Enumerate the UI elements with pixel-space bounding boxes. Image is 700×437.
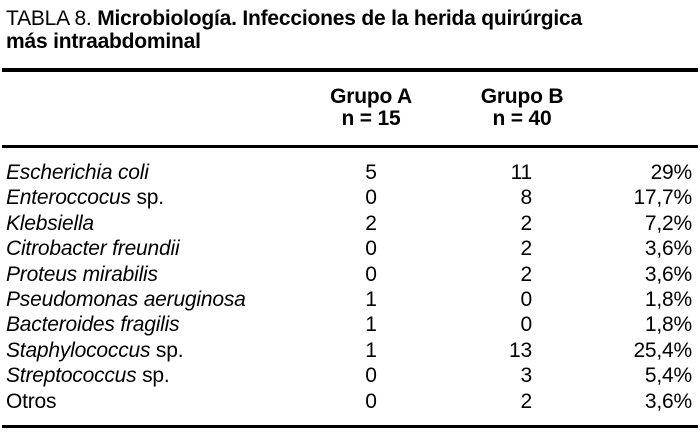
percentage-value: 3,6% [644,237,692,261]
bottom-rule [2,424,698,428]
organism-name: Pseudomonas aeruginosa [6,287,246,311]
grupo-b-value: 13 [509,338,532,362]
table-row: Citrobacter freundii 0 2 3,6% [0,236,700,261]
table-row: Streptococcus sp. 0 3 5,4% [0,363,700,388]
organism-name: Enteroccocus sp. [6,186,164,210]
header-rule [2,145,698,148]
organism-name: Staphylococcus sp. [6,338,184,362]
percentage-value: 5,4% [644,364,692,388]
table-row: Pseudomonas aeruginosa 1 0 1,8% [0,287,700,312]
header-grupo-b-label: Grupo B [480,85,564,108]
grupo-b-value: 0 [520,287,533,311]
percentage-value: 17,7% [633,186,692,210]
percentage-value: 1,8% [644,313,692,337]
percentage-value: 29% [650,161,693,184]
grupo-a-value: 2 [365,211,377,235]
grupo-a-value: 0 [365,237,377,261]
grupo-b-value: 2 [520,237,533,261]
organism-name: Proteus mirabilis [6,262,158,286]
percentage-value: 25,4% [633,338,692,362]
header-grupo-a: Grupo A n = 15 [330,86,412,130]
table-title-line2: más intraabdominal [6,30,201,53]
table-row: Otros 0 2 3,6% [0,389,700,414]
grupo-a-value: 0 [365,262,377,286]
table-row: Bacteroides fragilis 1 0 1,8% [0,312,700,337]
header-grupo-a-label: Grupo A [330,85,412,108]
header-grupo-a-n: n = 15 [341,107,401,130]
grupo-b-value: 3 [520,364,533,388]
percentage-value: 7,2% [644,211,692,235]
table-row: Escherichia coli 5 11 29% [0,160,700,185]
table-title-line1: TABLA 8. Microbiología. Infecciones de l… [6,7,692,30]
table-number-label: TABLA 8. [6,7,92,30]
table-row: Enteroccocus sp. 0 8 17,7% [0,185,700,210]
percentage-value: 3,6% [644,389,692,413]
grupo-a-value: 0 [365,186,377,210]
table-row: Staphylococcus sp. 1 13 25,4% [0,338,700,363]
header-grupo-b-n: n = 40 [492,107,552,130]
grupo-a-value: 0 [365,364,377,388]
grupo-b-value: 2 [520,262,533,286]
organism-name: Klebsiella [6,211,94,235]
organism-name: Bacteroides fragilis [6,313,180,337]
organism-name: Otros [6,389,57,413]
grupo-b-value: 11 [510,161,533,184]
grupo-a-value: 0 [365,389,377,413]
top-rule [2,68,698,72]
grupo-a-value: 1 [365,313,377,337]
table-title-text: Microbiología. Infecciones de la herida … [97,7,582,30]
column-headers: Grupo A n = 15 Grupo B n = 40 [0,72,700,145]
table-row: Proteus mirabilis 0 2 3,6% [0,262,700,287]
grupo-a-value: 5 [365,161,377,184]
header-grupo-b: Grupo B n = 40 [481,86,564,130]
organism-name: Citrobacter freundii [6,237,180,261]
table-title: TABLA 8. Microbiología. Infecciones de l… [0,0,700,53]
grupo-a-value: 1 [365,338,377,362]
organism-name: Escherichia coli [6,161,149,184]
table-row: Klebsiella 2 2 7,2% [0,211,700,236]
table-body: Escherichia coli 5 11 29% Enteroccocus s… [0,148,700,414]
organism-name: Streptococcus sp. [6,364,170,388]
grupo-a-value: 1 [365,287,377,311]
grupo-b-value: 8 [520,186,533,210]
percentage-value: 3,6% [644,262,692,286]
grupo-b-value: 2 [520,389,533,413]
grupo-b-value: 0 [520,313,533,337]
grupo-b-value: 2 [520,211,533,235]
percentage-value: 1,8% [644,287,692,311]
